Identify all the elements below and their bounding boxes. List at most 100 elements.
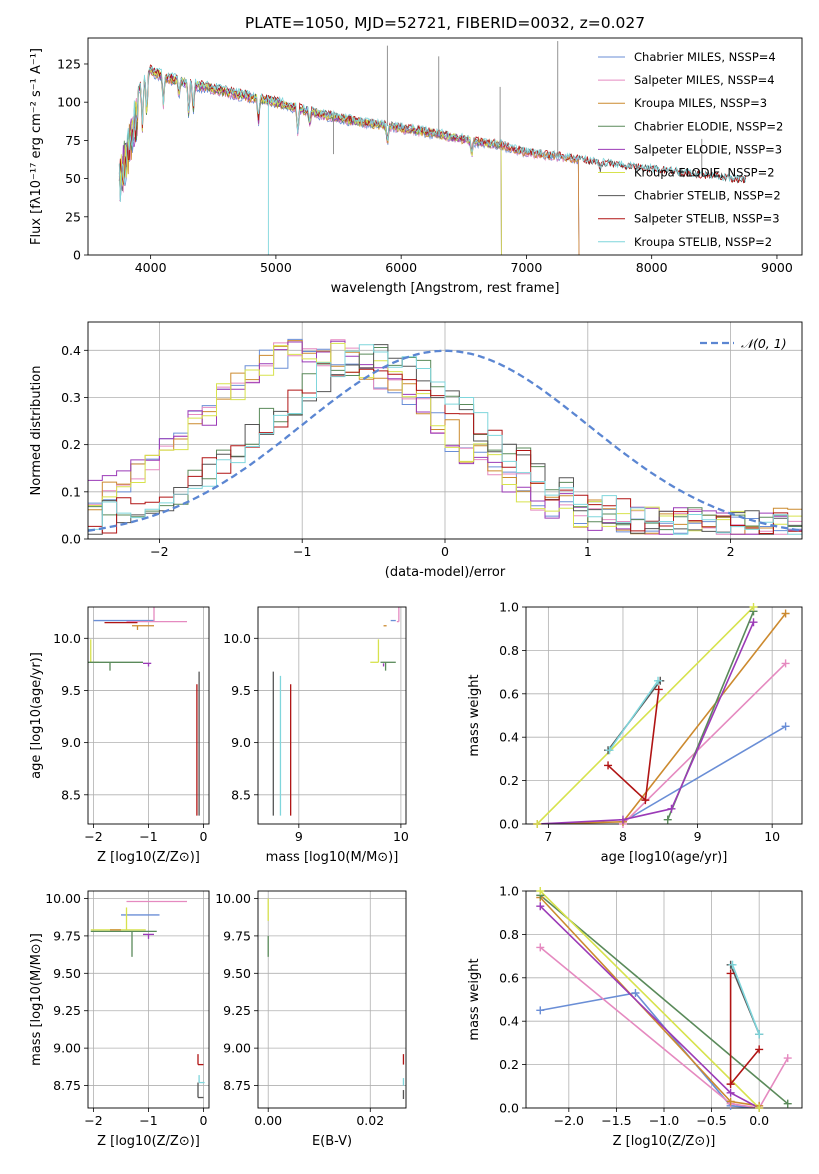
- x-tick-label: 10: [393, 829, 409, 844]
- y-tick-label: 50: [65, 171, 81, 186]
- mass-weight-point: [726, 1097, 735, 1106]
- y-tick-label: 75: [65, 133, 81, 148]
- weight_vs_age-chart: 7 8 9 10 0.0 0.2 0.4 0.6 0.8 1.0 age [log10(age/yr…: [467, 600, 803, 865]
- x-tick-label: 5000: [260, 260, 292, 275]
- mass-weight-point: [654, 676, 663, 685]
- spectrum-legend: Chabrier MILES, NSSP=4 Salpeter MILES, NS…: [598, 50, 783, 249]
- spectrum-series-line: [118, 65, 746, 203]
- x-tick-label: −1: [139, 1113, 157, 1128]
- mass_vs_z-chart: −2 −1 0 8.75 9.00 9.25 9.50 9.75 10.00 Z [log10(Z…: [29, 890, 210, 1149]
- y-tick-label: 8.75: [53, 1078, 81, 1093]
- mass-weight-point: [536, 902, 545, 911]
- legend-entry: Kroupa MILES, NSSP=3: [634, 96, 767, 110]
- y-tick-label: 0.4: [499, 730, 519, 745]
- age_vs_mass-plot-area: [258, 607, 406, 824]
- age_vs_mass-chart: 9 10 8.5 9.0 9.5 10.0 mass [log10(M/M⊙)]: [223, 606, 409, 865]
- axes-frame: [87, 37, 803, 256]
- mass-weight-point: [749, 603, 758, 611]
- mass-weight-line: [729, 973, 760, 1087]
- mass-weight-point: [605, 746, 614, 755]
- x-tick-label: −1.0: [649, 1113, 679, 1128]
- mass-weight-point: [728, 960, 737, 969]
- mass-weight-point: [781, 659, 790, 668]
- spectrum-series-line: [118, 67, 502, 255]
- mass-weight-point: [533, 820, 542, 828]
- x-axis-label: Z [log10(Z/Z⊙)]: [613, 1134, 716, 1149]
- y-axis-label: Flux [fλ10⁻¹⁷ erg cm⁻² s⁻¹ A⁻¹]: [29, 48, 44, 245]
- y-tick-label: 9.25: [223, 1003, 251, 1018]
- mass-weight-line: [539, 891, 760, 1108]
- axes-frame: [525, 890, 803, 1109]
- mass-weight-point: [781, 722, 790, 731]
- y-tick-label: 9.0: [61, 735, 81, 750]
- residual-histogram: [88, 344, 802, 535]
- y-axis-label: mass weight: [467, 958, 482, 1040]
- mass-weight-point: [755, 1030, 764, 1039]
- axes-frame: [87, 890, 210, 1109]
- mass-weight-line: [537, 613, 787, 824]
- mass-weight-point: [667, 804, 676, 813]
- x-tick-label: 8: [619, 829, 627, 844]
- x-tick-label: 9000: [761, 260, 793, 275]
- mass_vs_z-plot-area: [88, 891, 209, 1108]
- mass-weight-line: [539, 905, 760, 1108]
- mass-weight-point: [783, 1054, 792, 1063]
- errorbar-point: [143, 933, 154, 939]
- axes-frame: [87, 606, 210, 825]
- mass-weight-point: [663, 815, 672, 824]
- y-tick-label: 100: [57, 95, 81, 110]
- mass-weight-point: [618, 815, 627, 824]
- residuals-chart: −2 −1 0 1 2 0.0 0.1 0.2 0.3 0.4 (data-model)/error…: [29, 321, 803, 580]
- x-tick-label: −2.0: [554, 1113, 584, 1128]
- y-tick-label: 0.3: [61, 390, 81, 405]
- errorbar-point: [126, 607, 187, 623]
- mass-weight-line: [536, 607, 755, 824]
- y-tick-label: 9.75: [223, 928, 251, 943]
- x-tick-label: 8000: [636, 260, 668, 275]
- x-axis-label: mass [log10(M/M⊙)]: [266, 850, 399, 865]
- legend-entry: Salpeter MILES, NSSP=4: [634, 73, 775, 87]
- mass-weight-point: [604, 761, 613, 770]
- mass-weight-line: [622, 725, 787, 823]
- errorbar-point: [197, 1054, 204, 1066]
- x-axis-label: (data-model)/error: [385, 565, 506, 580]
- mass-weight-point: [726, 1088, 735, 1097]
- x-tick-label: −1.5: [601, 1113, 631, 1128]
- y-tick-label: 9.0: [231, 735, 251, 750]
- y-tick-label: 10.00: [45, 891, 81, 906]
- x-axis-label: Z [log10(Z/Z⊙)]: [97, 850, 200, 865]
- y-axis-label: Normed distribution: [29, 366, 44, 496]
- weight_vs_z-chart: −2.0 −1.5 −1.0 −0.5 0.0 0.0 0.2 0.4 0.6 0.8 1.0 Z […: [467, 884, 803, 1149]
- mass-weight-point: [536, 887, 545, 895]
- x-tick-label: 7: [544, 829, 552, 844]
- mass-weight-line: [537, 621, 755, 824]
- x-tick-label: 4000: [135, 260, 167, 275]
- axes-frame: [525, 606, 803, 825]
- errorbar-point: [90, 639, 99, 663]
- y-tick-label: 9.50: [223, 966, 251, 981]
- mass_vs_ebv-plot-area: [258, 891, 406, 1108]
- errorbar-point: [396, 607, 400, 623]
- mass-weight-line: [539, 946, 789, 1108]
- x-tick-label: 6000: [385, 260, 417, 275]
- legend-entry: Chabrier MILES, NSSP=4: [634, 50, 776, 64]
- mass-weight-point: [749, 618, 758, 627]
- normal-distribution-curve: [88, 349, 800, 532]
- x-tick-label: 0.02: [356, 1113, 384, 1128]
- mass-weight-line: [608, 680, 659, 751]
- x-axis-label: wavelength [Angstrom, rest frame]: [331, 281, 560, 296]
- y-tick-label: 9.00: [53, 1041, 81, 1056]
- axes-frame: [257, 890, 407, 1109]
- y-tick-label: 0.4: [499, 1014, 519, 1029]
- x-tick-label: 0: [200, 829, 208, 844]
- y-tick-label: 25: [65, 209, 81, 224]
- x-tick-label: −2: [84, 829, 102, 844]
- spectrum-series-line: [118, 66, 502, 255]
- weight_vs_age-plot-area: [526, 607, 802, 824]
- x-tick-label: 2: [727, 544, 735, 559]
- x-tick-label: 0: [200, 1113, 208, 1128]
- x-tick-label: 10: [764, 829, 780, 844]
- x-axis-label: E(B-V): [312, 1134, 352, 1149]
- mass-weight-point: [631, 988, 640, 997]
